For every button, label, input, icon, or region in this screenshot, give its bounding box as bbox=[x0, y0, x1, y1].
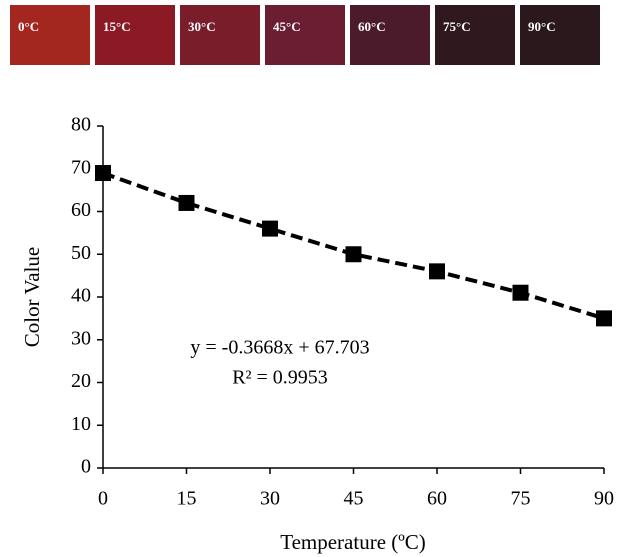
marker bbox=[178, 194, 195, 211]
marker bbox=[345, 246, 362, 263]
swatch bbox=[10, 5, 90, 65]
swatch-label: 60°C bbox=[358, 19, 386, 34]
y-tick-label: 30 bbox=[71, 327, 91, 349]
x-tick-label: 60 bbox=[427, 488, 447, 510]
x-tick-label: 75 bbox=[511, 488, 531, 510]
y-tick-label: 50 bbox=[71, 242, 91, 264]
y-tick-label: 60 bbox=[71, 199, 91, 221]
swatch-label: 90°C bbox=[528, 19, 556, 34]
x-tick-label: 45 bbox=[344, 488, 364, 510]
y-tick-label: 20 bbox=[71, 370, 91, 392]
r-squared: R² = 0.9953 bbox=[232, 367, 328, 389]
x-tick-label: 90 bbox=[594, 488, 614, 510]
y-tick-label: 10 bbox=[71, 413, 91, 435]
marker bbox=[596, 310, 612, 327]
y-tick-label: 80 bbox=[71, 114, 91, 136]
x-tick-label: 0 bbox=[98, 488, 108, 510]
marker bbox=[262, 220, 278, 237]
swatch bbox=[180, 5, 260, 65]
swatch bbox=[95, 5, 175, 65]
swatch bbox=[350, 5, 430, 65]
x-tick-label: 30 bbox=[260, 488, 280, 510]
swatch bbox=[435, 5, 515, 65]
marker bbox=[512, 284, 529, 301]
equation: y = -0.3668x + 67.703 bbox=[190, 337, 369, 359]
swatch bbox=[265, 5, 345, 65]
swatch-label: 30°C bbox=[188, 19, 216, 34]
x-tick-label: 15 bbox=[177, 488, 197, 510]
trend-line bbox=[102, 171, 605, 321]
swatch bbox=[520, 5, 600, 65]
y-axis-label: Color Value bbox=[20, 247, 44, 348]
marker bbox=[95, 165, 111, 182]
y-tick-label: 70 bbox=[71, 156, 91, 178]
x-axis-label: Temperature (ºC) bbox=[280, 530, 426, 554]
marker bbox=[429, 263, 445, 280]
swatch-label: 75°C bbox=[443, 19, 471, 34]
swatch-label: 45°C bbox=[273, 19, 301, 34]
swatch-label: 0°C bbox=[18, 19, 39, 34]
y-tick-label: 0 bbox=[81, 456, 91, 478]
swatch-label: 15°C bbox=[103, 19, 131, 34]
y-tick-label: 40 bbox=[71, 285, 91, 307]
